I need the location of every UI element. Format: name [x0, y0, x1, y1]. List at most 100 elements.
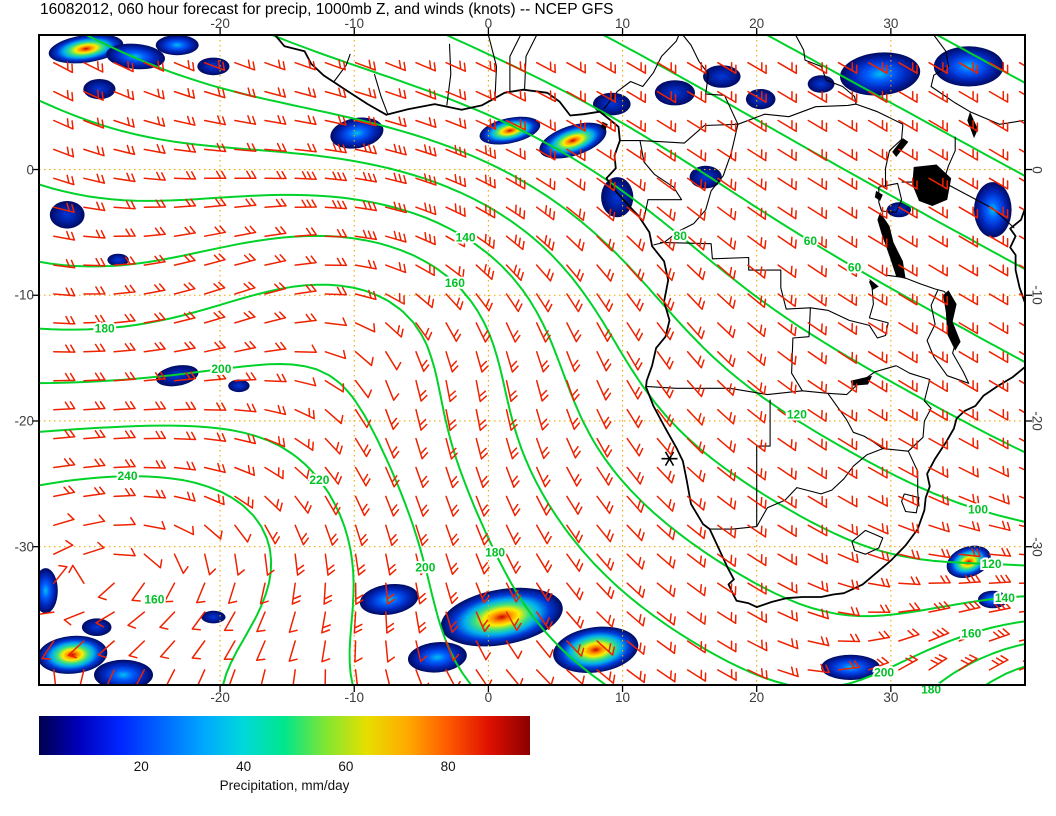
lake	[912, 164, 952, 206]
colorbar-tick-label: 80	[440, 759, 456, 774]
precip-cell	[479, 116, 541, 145]
lake	[850, 375, 873, 386]
precip-cell	[39, 568, 58, 614]
country-border	[709, 526, 757, 530]
country-border	[524, 35, 538, 90]
country-border	[895, 365, 932, 452]
contour-label: 200	[211, 362, 231, 376]
precip-cell	[48, 35, 124, 64]
contour-label: 220	[309, 473, 329, 487]
x-axis-bottom-label: 0	[484, 690, 493, 705]
precip-cell	[946, 545, 991, 578]
y-axis-left-label: -10	[14, 287, 34, 303]
country-border	[645, 385, 828, 396]
lake	[869, 278, 879, 291]
precip-cell	[83, 79, 116, 100]
contour-label: 100	[968, 503, 988, 517]
x-axis-top-label: -20	[210, 16, 230, 31]
coastline	[1009, 207, 1025, 304]
x-axis-bottom-label: -20	[210, 690, 230, 705]
x-axis-top-label: 10	[615, 16, 631, 31]
country-border	[487, 35, 498, 97]
map-canvas: 140 160 180 200 220 240 200 180 160 80 60 60 120 100 1…	[32, 28, 1032, 699]
precip-cell	[94, 659, 153, 685]
y-axis-right-label: -30	[1029, 536, 1045, 557]
contour-label: 120	[787, 408, 807, 422]
precip-cell	[654, 80, 696, 106]
precip-cell	[821, 654, 881, 681]
precip-cell	[81, 618, 112, 636]
country-border	[885, 274, 945, 293]
precip-cell	[689, 165, 722, 189]
map-plot: 140 160 180 200 220 240 200 180 160 80 60 60 120 100 1…	[32, 28, 1032, 699]
lake	[874, 190, 883, 201]
contour-label: 180	[95, 321, 115, 335]
y-axis-left-label: -30	[14, 539, 34, 555]
precip-cell	[107, 253, 129, 267]
country-border	[878, 182, 903, 213]
country-border	[660, 241, 811, 392]
y-axis-right-label: 0	[1029, 165, 1045, 174]
contour-label: 80	[674, 229, 688, 243]
contour-label: 140	[456, 231, 476, 245]
wind-barbs	[39, 59, 1025, 685]
colorbar-tick-label: 60	[338, 759, 354, 774]
contour-label: 120	[981, 557, 1001, 571]
country-border	[509, 35, 522, 92]
country-border	[653, 124, 739, 246]
country-border	[639, 140, 683, 219]
country-border	[901, 493, 920, 514]
colorbar-label: Precipitation, mm/day	[219, 778, 350, 793]
x-axis-bottom-label: -10	[344, 690, 365, 705]
precip-cell	[155, 365, 199, 387]
lake	[877, 212, 906, 279]
y-axis-left-label: -20	[14, 413, 34, 429]
x-axis-top-label: 30	[883, 16, 899, 31]
precip-cell	[593, 92, 631, 116]
x-axis-top-label: 20	[749, 16, 765, 31]
contour-label: 160	[445, 276, 465, 290]
precip-cell	[39, 635, 108, 674]
precip-cell	[440, 587, 563, 647]
precip-cell	[807, 75, 835, 93]
precip-cell	[359, 583, 419, 616]
precip-cell	[330, 117, 384, 149]
x-axis-bottom-label: 10	[615, 690, 631, 705]
country-border	[373, 73, 389, 115]
y-axis-right-label: -10	[1029, 285, 1045, 306]
precip-cell	[703, 65, 741, 88]
contour-label: 140	[995, 591, 1015, 605]
precip-cell	[228, 379, 250, 393]
contour-label: 60	[848, 261, 862, 275]
coastlines-layer	[274, 35, 1025, 608]
precip-cell	[886, 202, 912, 218]
precip-cell	[407, 642, 467, 673]
contour-label: 180	[485, 546, 505, 560]
country-border	[333, 53, 351, 82]
country-border	[756, 448, 884, 527]
precip-cell	[601, 177, 634, 218]
x-axis-top-label: 0	[484, 16, 493, 31]
contour-labels-layer: 140 160 180 200 220 240 200 180 160 80 60 60 120 100 1…	[93, 227, 1018, 699]
precip-cell	[201, 610, 226, 624]
lake	[892, 138, 909, 157]
precip-cell	[155, 35, 199, 56]
country-border	[446, 43, 452, 106]
country-border	[810, 281, 889, 339]
country-border	[756, 399, 771, 527]
colorbar-tick-label: 20	[133, 759, 149, 774]
contour-label: 160	[144, 593, 164, 607]
wind-barbs-layer	[39, 59, 1025, 685]
country-border	[884, 124, 904, 188]
precip-cell	[933, 46, 1004, 87]
colorbar-tick-label: 40	[236, 759, 252, 774]
contour-label: 240	[117, 469, 137, 483]
x-axis-bottom-label: 20	[749, 690, 765, 705]
contour-label: 200	[874, 665, 894, 679]
lake	[943, 290, 961, 351]
precip-cell	[106, 43, 166, 70]
precip-cell	[840, 52, 921, 96]
x-axis-bottom-label: 30	[883, 690, 899, 705]
contour-label: 160	[961, 627, 981, 641]
